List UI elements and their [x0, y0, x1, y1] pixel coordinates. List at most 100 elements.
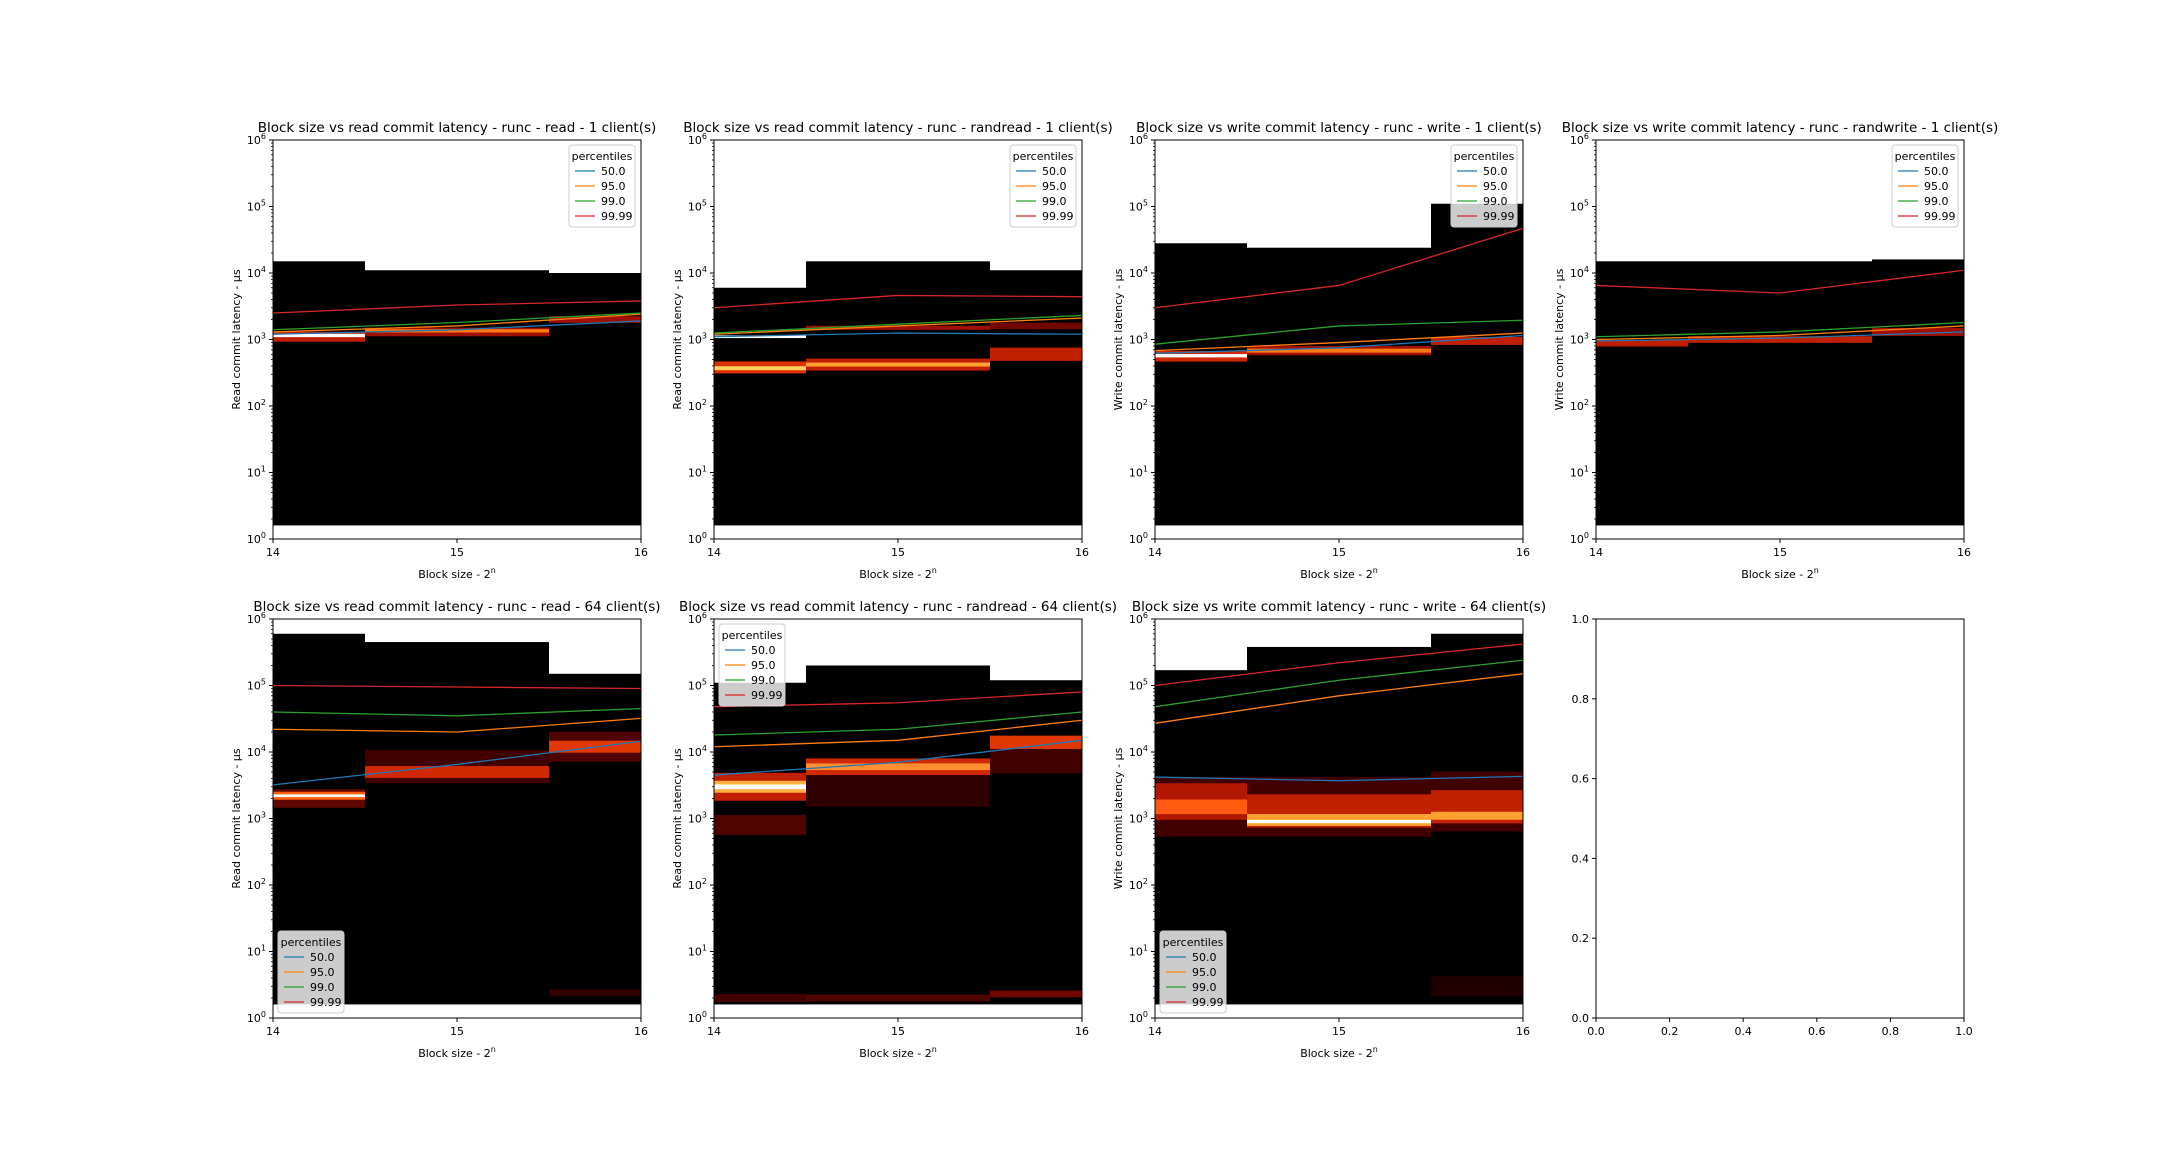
y-tick-label: 102 — [1129, 398, 1148, 413]
legend-entry: 95.0 — [1192, 966, 1217, 979]
percentile-line-99.0 — [1155, 659, 1523, 708]
y-tick-label: 103 — [247, 332, 266, 347]
x-tick-label: 0.6 — [1808, 1025, 1826, 1038]
x-axis-label: Block size - 2n — [418, 566, 496, 581]
y-tick-label: 103 — [247, 811, 266, 826]
heatmap-band — [1872, 327, 1964, 336]
percentile-line-99.99 — [714, 294, 1082, 309]
legend-entry: 99.0 — [601, 195, 626, 208]
legend-title: percentiles — [722, 629, 783, 642]
heatmap-band — [1431, 811, 1523, 820]
percentile-line-99.99 — [273, 684, 641, 690]
axes-frame — [272, 618, 642, 1019]
y-tick-label: 102 — [1129, 877, 1148, 892]
subplot-title: Block size vs read commit latency - runc… — [258, 120, 657, 136]
heatmap-band — [714, 814, 806, 835]
subplot-title: Block size vs read commit latency - runc… — [679, 599, 1117, 615]
heatmap-band — [1155, 354, 1247, 358]
y-tick-label: 100 — [247, 531, 266, 546]
y-tick-label: 105 — [247, 678, 266, 693]
legend-entry: 99.0 — [751, 674, 776, 687]
legend-entry: 50.0 — [310, 951, 335, 964]
y-tick-label: 103 — [1570, 332, 1589, 347]
x-tick-label: 15 — [1332, 546, 1346, 559]
heatmap-bin-1 — [714, 287, 806, 526]
x-tick-label: 16 — [634, 1025, 648, 1038]
legend: percentiles 50.0 95.0 99.0 99.99 — [718, 623, 786, 707]
percentile-line-50.0 — [1155, 334, 1523, 354]
x-tick-label: 15 — [1773, 546, 1787, 559]
legend-entry: 99.0 — [1042, 195, 1067, 208]
legend-entry: 99.99 — [310, 996, 342, 1009]
percentile-line-99.99 — [1596, 269, 1964, 294]
x-axis-label: Block size - 2n — [859, 1045, 937, 1060]
heatmap-band — [714, 993, 806, 1002]
y-tick-label: 104 — [688, 744, 707, 759]
percentile-line-50.0 — [273, 740, 641, 786]
axes-frame — [1595, 139, 1965, 540]
x-axis-label: Block size - 2n — [418, 1045, 496, 1060]
heatmap-band — [806, 325, 990, 330]
heatmap-band — [1155, 799, 1247, 815]
heatmap-bin-3 — [990, 680, 1082, 1005]
y-tick-label: 101 — [1129, 465, 1148, 480]
y-tick-label: 0.4 — [1572, 852, 1590, 865]
legend-entry: 99.99 — [1483, 210, 1515, 223]
axes-frame — [713, 139, 1083, 540]
heatmap-bin-3 — [549, 273, 641, 526]
y-axis-label: Write commit latency - μs — [1112, 268, 1125, 410]
x-tick-label: 15 — [450, 546, 464, 559]
heatmap-bin-3 — [1872, 259, 1964, 526]
legend: percentiles 50.0 95.0 99.0 99.99 — [1009, 144, 1077, 228]
percentile-line-95.0 — [273, 313, 641, 333]
heatmap-band — [806, 994, 990, 1002]
y-tick-label: 106 — [1129, 132, 1148, 147]
heatmap-band — [990, 735, 1082, 749]
axes-frame — [272, 139, 642, 540]
legend: percentiles 50.0 95.0 99.0 99.99 — [1450, 144, 1518, 228]
x-tick-label: 16 — [1516, 1025, 1530, 1038]
legend-entry: 99.99 — [601, 210, 633, 223]
heatmap-bin-2 — [806, 665, 990, 1005]
y-tick-label: 1.0 — [1572, 613, 1590, 626]
y-tick-label: 101 — [688, 944, 707, 959]
y-tick-label: 101 — [247, 944, 266, 959]
heatmap-bin-1 — [1596, 261, 1688, 526]
y-tick-label: 0.2 — [1572, 932, 1590, 945]
percentile-line-99.0 — [714, 711, 1082, 736]
legend-entry: 95.0 — [751, 659, 776, 672]
legend-entry: 99.99 — [1192, 996, 1224, 1009]
heatmap-bin-1 — [714, 682, 806, 1005]
y-tick-label: 100 — [247, 1010, 266, 1025]
y-tick-label: 103 — [688, 332, 707, 347]
legend-title: percentiles — [572, 150, 633, 163]
axes-frame — [1154, 618, 1524, 1019]
subplot-title: Block size vs write commit latency - run… — [1562, 120, 1999, 136]
legend: percentiles 50.0 95.0 99.0 99.99 — [1159, 930, 1227, 1014]
y-axis-label: Write commit latency - μs — [1553, 268, 1566, 410]
heatmap-bin-3 — [549, 673, 641, 1005]
y-tick-label: 102 — [247, 398, 266, 413]
y-tick-label: 104 — [1129, 265, 1148, 280]
plot-area — [1596, 619, 1964, 1018]
y-tick-label: 104 — [247, 744, 266, 759]
percentile-line-99.99 — [1155, 643, 1523, 687]
x-tick-label: 1.0 — [1955, 1025, 1973, 1038]
heatmap-band — [714, 784, 806, 790]
y-tick-label: 106 — [247, 132, 266, 147]
y-tick-label: 101 — [247, 465, 266, 480]
y-tick-label: 106 — [1570, 132, 1589, 147]
subplot-title: Block size vs read commit latency - runc… — [683, 120, 1113, 136]
heatmap-bin-3 — [1431, 203, 1523, 526]
y-tick-label: 0.0 — [1572, 1012, 1590, 1025]
percentile-line-50.0 — [1596, 331, 1964, 342]
heatmap-band — [990, 990, 1082, 998]
heatmap-bin-2 — [365, 642, 549, 1005]
y-tick-label: 100 — [688, 531, 707, 546]
x-tick-label: 0.2 — [1661, 1025, 1679, 1038]
legend-entry: 99.99 — [751, 689, 783, 702]
y-tick-label: 105 — [1129, 678, 1148, 693]
heatmap-band — [1431, 976, 1523, 997]
subplot-title: Block size vs read commit latency - runc… — [253, 599, 660, 615]
subplot-title: Block size vs write commit latency - run… — [1132, 599, 1546, 615]
